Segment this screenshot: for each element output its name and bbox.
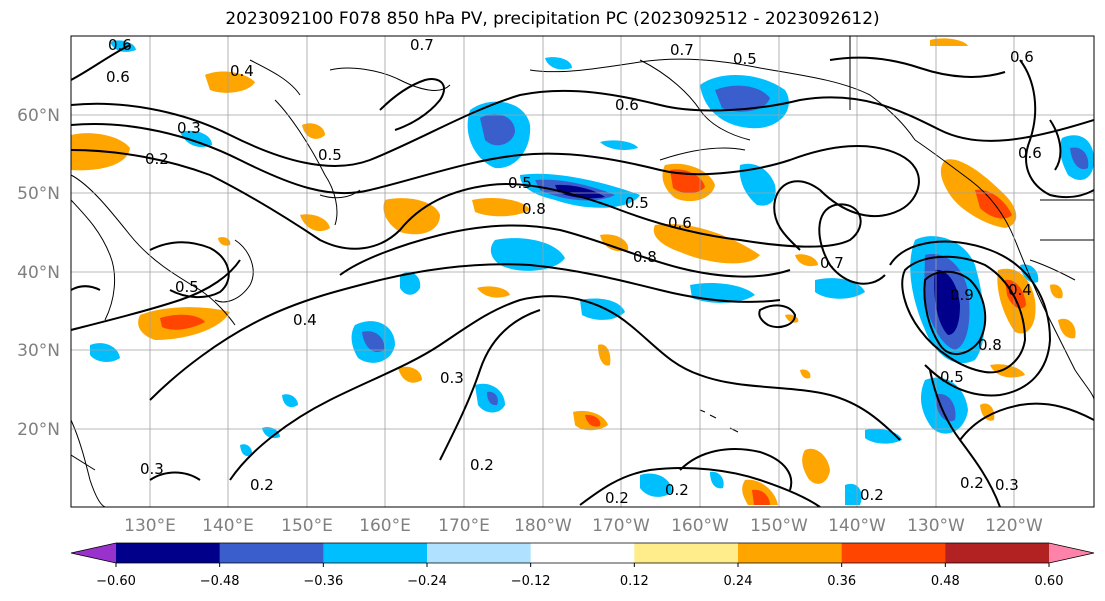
lat-label: 40°N <box>17 263 60 283</box>
contour-label: 0.4 <box>293 311 317 329</box>
lon-label: 180°W <box>514 516 572 536</box>
contour-label: 0.4 <box>1008 281 1032 299</box>
colorbar-segment <box>738 543 843 563</box>
lat-label: 60°N <box>17 106 60 126</box>
colorbar <box>70 542 1095 564</box>
contour-label: 0.8 <box>522 200 546 218</box>
lon-label: 140°W <box>828 516 886 536</box>
contour-label: 0.6 <box>108 36 132 54</box>
lon-label: 130°E <box>124 516 176 536</box>
colorbar-tick-label: 0.48 <box>931 574 960 589</box>
colorbar-segment <box>323 543 428 563</box>
lon-label: 130°W <box>907 516 965 536</box>
colorbar-segment <box>530 543 635 563</box>
contour-label: 0.5 <box>175 278 199 296</box>
contour-label: 0.5 <box>733 50 757 68</box>
contour-label: 0.2 <box>470 456 494 474</box>
contour-label: 0.7 <box>820 254 844 272</box>
colorbar-tick-label: 0.60 <box>1035 574 1064 589</box>
contour-label: 0.5 <box>940 368 964 386</box>
plot-frame <box>70 35 1095 508</box>
graticule <box>71 36 1094 507</box>
lon-label: 160°W <box>671 516 729 536</box>
contour-label: 0.6 <box>668 214 692 232</box>
lon-label: 170°W <box>592 516 650 536</box>
contour-label: 0.2 <box>145 150 169 168</box>
colorbar-tick-label: −0.24 <box>407 574 447 589</box>
lon-label: 150°E <box>281 516 333 536</box>
colorbar-tick-label: −0.48 <box>200 574 240 589</box>
contour-label: 0.3 <box>440 369 464 387</box>
contour-label: 0.2 <box>860 486 884 504</box>
colorbar-segment <box>634 543 739 563</box>
contour-label: 0.2 <box>960 474 984 492</box>
contour-label: 0.6 <box>1010 48 1034 66</box>
colorbar-segment <box>116 543 221 563</box>
longitude-labels: 130°E 140°E 150°E 160°E 170°E 180°W 170°… <box>124 516 1043 536</box>
colorbar-segment <box>945 543 1050 563</box>
contour-label: 0.5 <box>508 174 532 192</box>
colorbar-tick-label: −0.12 <box>511 574 551 589</box>
colorbar-tick-label: −0.60 <box>96 574 136 589</box>
lat-label: 50°N <box>17 184 60 204</box>
colorbar-tick-label: −0.36 <box>303 574 343 589</box>
colorbar-segment <box>427 543 532 563</box>
lon-label: 140°E <box>202 516 254 536</box>
lon-label: 170°E <box>438 516 490 536</box>
contour-label: 0.5 <box>625 194 649 212</box>
contour-label: 0.6 <box>1018 144 1042 162</box>
contour-label: 0.3 <box>140 460 164 478</box>
contour-label: 0.8 <box>978 336 1002 354</box>
colorbar-extend-high <box>1049 543 1094 563</box>
lat-label: 20°N <box>17 420 60 440</box>
contour-label: 0.9 <box>950 286 974 304</box>
contour-label: 0.8 <box>633 248 657 266</box>
contour-label: 0.2 <box>250 476 274 494</box>
contour-label: 0.3 <box>177 119 201 137</box>
contour-label: 0.2 <box>605 489 629 507</box>
lon-label: 150°W <box>750 516 808 536</box>
contour-label: 0.4 <box>230 62 254 80</box>
colorbar-extend-low <box>71 543 116 563</box>
contour-label: 0.7 <box>670 41 694 59</box>
pv-contours <box>71 44 1094 507</box>
coastlines <box>71 36 1094 507</box>
colorbar-tick-label: 0.24 <box>724 574 753 589</box>
map-title: 2023092100 F078 850 hPa PV, precipitatio… <box>225 9 880 29</box>
colorbar-tick-label: 0.12 <box>620 574 649 589</box>
colorbar-ticks: −0.60 −0.48 −0.36 −0.24 −0.12 0.12 0.24 0.36 0.4… <box>96 563 1063 589</box>
lon-label: 160°E <box>359 516 411 536</box>
colorbar-segment <box>219 543 324 563</box>
contour-label: 0.7 <box>410 36 434 54</box>
contour-label: 0.3 <box>995 476 1019 494</box>
contour-labels: 0.6 0.6 0.4 0.7 0.7 0.5 0.6 0.6 0.3 0.2 … <box>106 36 1042 507</box>
lon-label: 120°W <box>985 516 1043 536</box>
latitude-labels: 60°N 50°N 40°N 30°N 20°N <box>17 106 60 440</box>
contour-label: 0.6 <box>615 96 639 114</box>
precip-negative-shading <box>90 40 1094 505</box>
contour-label: 0.2 <box>665 481 689 499</box>
colorbar-segment <box>841 543 946 563</box>
contour-label: 0.5 <box>318 146 342 164</box>
colorbar-tick-label: 0.36 <box>827 574 856 589</box>
contour-label: 0.6 <box>106 68 130 86</box>
lat-label: 30°N <box>17 341 60 361</box>
